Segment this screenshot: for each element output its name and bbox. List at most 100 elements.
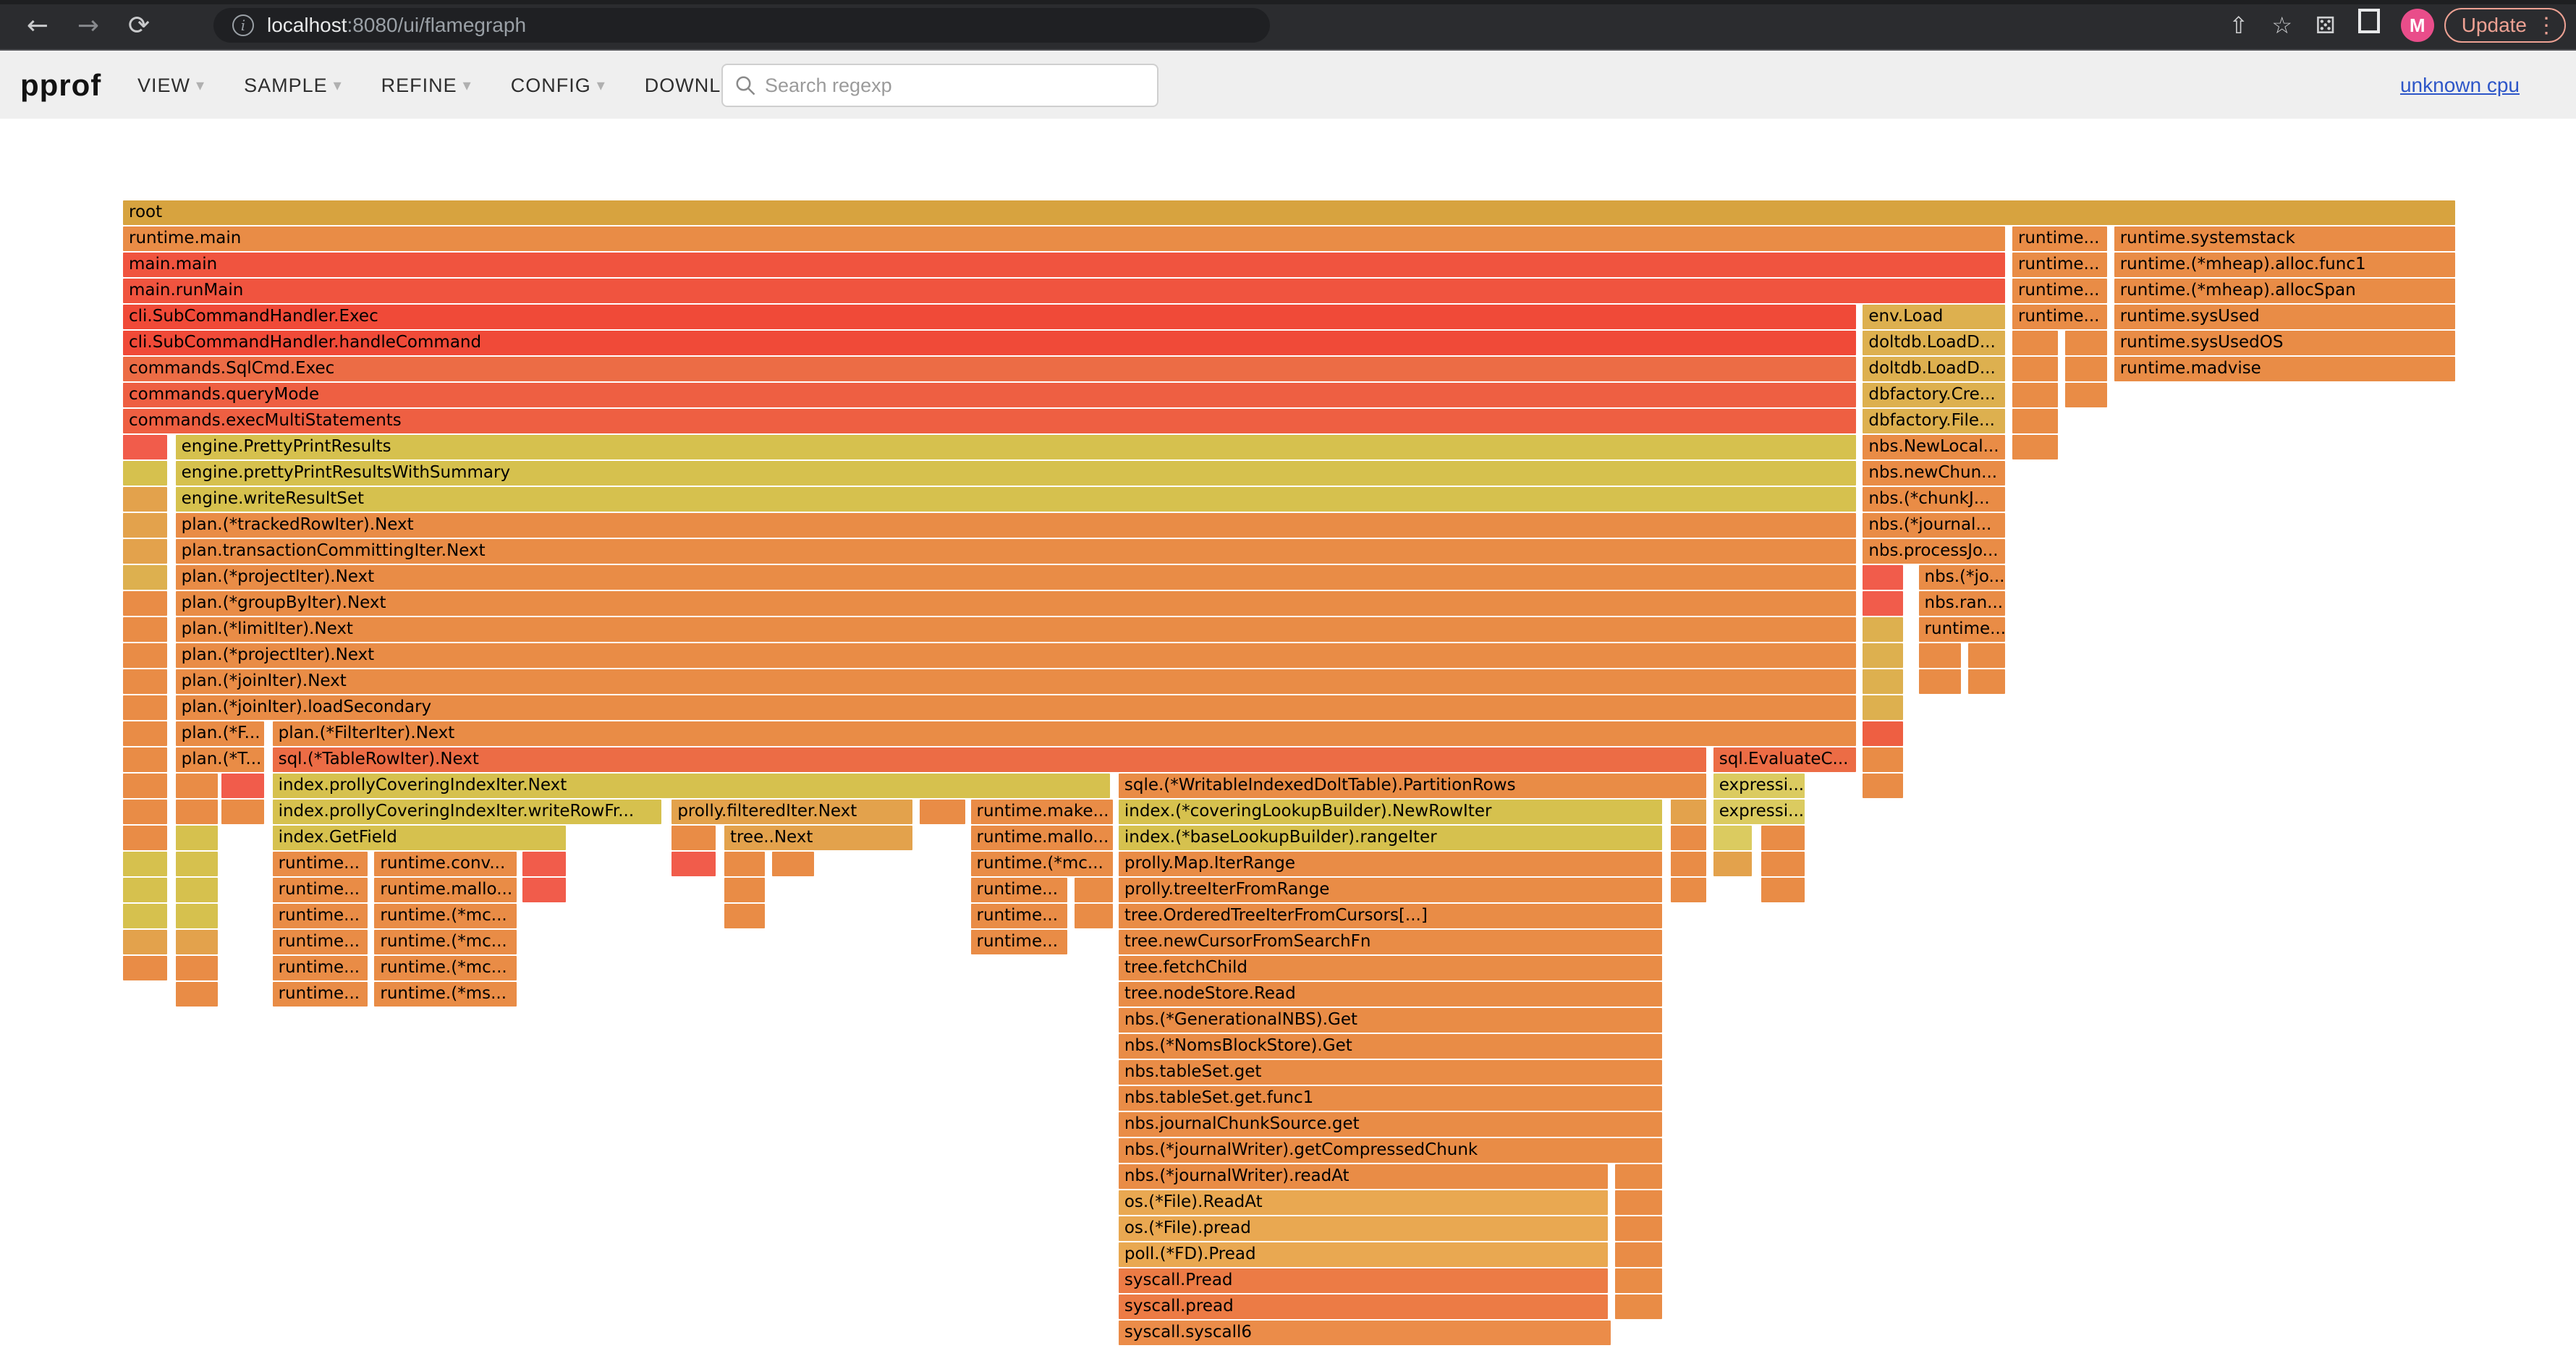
flame-frame[interactable]: nbs.tableSet.get.func1 xyxy=(1118,1086,1662,1111)
flame-frame[interactable]: runtime... xyxy=(970,878,1067,902)
flame-frame[interactable] xyxy=(1967,669,2006,694)
flame-frame[interactable]: commands.execMultiStatements xyxy=(123,409,1856,433)
flame-frame[interactable] xyxy=(123,513,167,538)
flame-frame[interactable]: main.main xyxy=(123,253,2006,277)
tab-panel-icon[interactable] xyxy=(2347,8,2391,43)
flame-frame[interactable] xyxy=(1614,1164,1662,1189)
flame-frame[interactable]: nbs.journalChunkSource.get xyxy=(1118,1112,1662,1137)
menu-view[interactable]: VIEW ▾ xyxy=(137,75,205,97)
flame-frame[interactable] xyxy=(1670,878,1706,902)
flame-frame[interactable]: runtime... xyxy=(970,930,1067,954)
flame-frame[interactable] xyxy=(1863,591,1904,616)
flame-frame[interactable]: tree.OrderedTreeIterFromCursors[...] xyxy=(1118,904,1662,928)
flame-frame[interactable]: runtime.mallo... xyxy=(374,878,517,902)
flame-frame[interactable]: runtime.(*mheap).alloc.func1 xyxy=(2114,253,2456,277)
flame-frame[interactable] xyxy=(123,878,167,902)
flame-frame[interactable]: cli.SubCommandHandler.handleCommand xyxy=(123,331,1856,355)
flame-frame[interactable]: runtime.sysUsedOS xyxy=(2114,331,2456,355)
flame-frame[interactable] xyxy=(1863,669,1904,694)
flame-frame[interactable] xyxy=(123,695,167,720)
flame-frame[interactable] xyxy=(2012,331,2058,355)
flame-frame[interactable] xyxy=(123,826,167,850)
flame-frame[interactable]: runtime.sysUsed xyxy=(2114,305,2456,329)
flame-frame[interactable]: engine.prettyPrintResultsWithSummary xyxy=(175,461,1856,486)
reload-icon[interactable]: ⟳ xyxy=(122,9,156,43)
flame-frame[interactable] xyxy=(771,852,815,876)
flame-frame[interactable] xyxy=(1713,826,1753,850)
flame-frame[interactable]: prolly.filteredIter.Next xyxy=(671,800,913,824)
flame-frame[interactable]: nbs.(*journalWriter).readAt xyxy=(1118,1164,1608,1189)
flame-frame[interactable]: plan.(*joinIter).loadSecondary xyxy=(175,695,1856,720)
flame-frame[interactable]: nbs.ran... xyxy=(1918,591,2006,616)
flame-frame[interactable]: prolly.treeIterFromRange xyxy=(1118,878,1662,902)
flame-frame[interactable]: nbs.tableSet.get xyxy=(1118,1060,1662,1085)
site-info-icon[interactable]: i xyxy=(232,14,254,36)
flame-frame[interactable]: doltdb.LoadD... xyxy=(1863,331,2006,355)
flame-frame[interactable] xyxy=(1614,1268,1662,1293)
flame-frame[interactable] xyxy=(175,774,218,798)
flame-frame[interactable]: plan.(*projectIter).Next xyxy=(175,565,1856,590)
flame-frame[interactable] xyxy=(123,956,167,980)
flame-frame[interactable] xyxy=(123,747,167,772)
flame-frame[interactable]: runtime... xyxy=(2012,253,2107,277)
flame-frame[interactable] xyxy=(1614,1216,1662,1241)
flame-frame[interactable] xyxy=(2064,331,2107,355)
flame-frame[interactable] xyxy=(123,774,167,798)
flame-frame[interactable] xyxy=(175,956,218,980)
flame-frame[interactable]: plan.(*trackedRowIter).Next xyxy=(175,513,1856,538)
browser-menu-dots-icon[interactable]: ⋮ xyxy=(2535,13,2557,38)
flame-frame[interactable]: runtime.(*mc... xyxy=(970,852,1114,876)
flame-frame[interactable] xyxy=(522,878,567,902)
flame-frame[interactable]: engine.PrettyPrintResults xyxy=(175,435,1856,459)
flame-frame[interactable] xyxy=(175,982,218,1007)
flame-frame[interactable]: syscall.syscall6 xyxy=(1118,1321,1611,1345)
search-box[interactable] xyxy=(721,64,1158,107)
flame-frame[interactable]: dbfactory.File... xyxy=(1863,409,2006,433)
flame-frame[interactable]: runtime.main xyxy=(123,226,2006,251)
flame-frame[interactable]: sql.EvaluateC... xyxy=(1713,747,1856,772)
flame-frame[interactable]: root xyxy=(123,200,2456,225)
flame-frame[interactable]: runtime... xyxy=(2012,279,2107,303)
flame-frame[interactable]: commands.SqlCmd.Exec xyxy=(123,357,1856,381)
flame-frame[interactable]: index.(*coveringLookupBuilder).NewRowIte… xyxy=(1118,800,1662,824)
extensions-puzzle-icon[interactable]: ⚄ xyxy=(2304,8,2347,43)
flame-frame[interactable] xyxy=(175,852,218,876)
flame-frame[interactable] xyxy=(123,539,167,564)
flame-frame[interactable] xyxy=(175,930,218,954)
flame-frame[interactable]: tree.fetchChild xyxy=(1118,956,1662,980)
address-bar[interactable]: i localhost:8080/ui/flamegraph xyxy=(213,8,1270,43)
flame-frame[interactable]: nbs.(*jo... xyxy=(1918,565,2006,590)
flame-frame[interactable] xyxy=(123,591,167,616)
flame-frame[interactable] xyxy=(175,904,218,928)
flame-frame[interactable] xyxy=(1863,695,1904,720)
flame-frame[interactable]: runtime.(*ms... xyxy=(374,982,517,1007)
flame-frame[interactable] xyxy=(724,904,765,928)
flame-frame[interactable]: engine.writeResultSet xyxy=(175,487,1856,512)
flame-frame[interactable] xyxy=(1074,878,1114,902)
flame-frame[interactable] xyxy=(123,800,167,824)
avatar[interactable]: M xyxy=(2400,9,2434,42)
flame-frame[interactable] xyxy=(1918,643,1961,668)
flame-frame[interactable] xyxy=(123,643,167,668)
forward-icon[interactable]: → xyxy=(71,9,106,43)
flame-frame[interactable]: index.(*baseLookupBuilder).rangeIter xyxy=(1118,826,1662,850)
flame-frame[interactable]: runtime... xyxy=(272,956,368,980)
flame-frame[interactable]: runtime.(*mc... xyxy=(374,956,517,980)
flame-frame[interactable]: cli.SubCommandHandler.Exec xyxy=(123,305,1856,329)
flame-frame[interactable]: index.prollyCoveringIndexIter.Next xyxy=(272,774,1110,798)
flame-frame[interactable] xyxy=(1863,565,1904,590)
flame-frame[interactable] xyxy=(1670,800,1706,824)
flame-frame[interactable] xyxy=(1670,852,1706,876)
bookmark-star-icon[interactable]: ☆ xyxy=(2261,8,2304,43)
flame-frame[interactable] xyxy=(221,800,264,824)
flame-frame[interactable] xyxy=(1863,617,1904,642)
flame-frame[interactable]: tree.nodeStore.Read xyxy=(1118,982,1662,1007)
flame-frame[interactable]: expressi... xyxy=(1713,800,1805,824)
flame-frame[interactable]: runtime... xyxy=(272,930,368,954)
flame-frame[interactable]: runtime.(*mc... xyxy=(374,904,517,928)
flame-frame[interactable] xyxy=(123,565,167,590)
flame-frame[interactable] xyxy=(175,800,218,824)
flame-frame[interactable]: runtime.(*mheap).allocSpan xyxy=(2114,279,2456,303)
flame-frame[interactable] xyxy=(2064,357,2107,381)
flame-frame[interactable]: plan.(*joinIter).Next xyxy=(175,669,1856,694)
